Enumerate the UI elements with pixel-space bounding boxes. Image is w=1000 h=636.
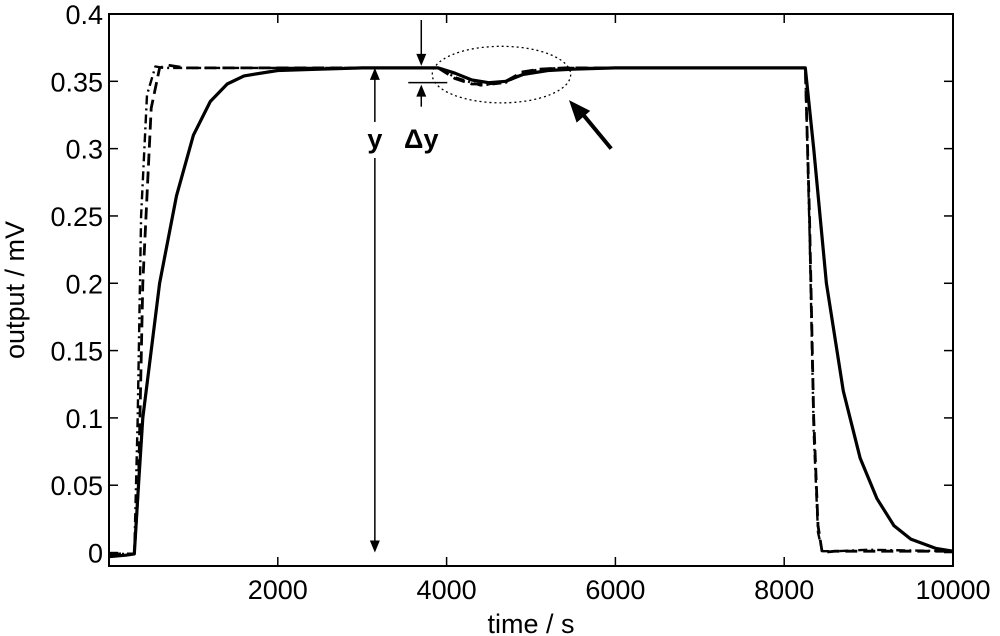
x-axis-label: time / s (487, 609, 574, 636)
x-tick-label: 4000 (417, 575, 477, 605)
y-tick-label: 0 (88, 539, 103, 569)
series-line-dash-dot (109, 65, 954, 556)
y-arrow-head-top (369, 67, 380, 80)
axes-box (108, 13, 954, 567)
y-tick-label: 0.25 (50, 202, 103, 232)
y-tick-label: 0.35 (50, 67, 103, 97)
y-tick-label: 0.3 (65, 135, 103, 165)
series-line-solid (108, 66, 954, 559)
highlight-ellipse (431, 45, 572, 104)
delta-y-arrow-bottom-head (416, 84, 427, 97)
x-tick-label: 10000 (915, 575, 990, 605)
y-annotation-label: y (367, 124, 382, 154)
y-tick-label: 0.2 (65, 269, 103, 299)
plot-area: 2000 4000 6000 8000 10000 0 0.05 0.1 0.15 0.2 0.25… (50, 0, 990, 605)
y-tick-label: 0.05 (50, 471, 103, 501)
x-tick-label: 6000 (585, 575, 645, 605)
pointer-arrow-head (568, 100, 591, 123)
series-line-dashed (109, 63, 953, 556)
y-axis-label: output / mV (0, 221, 30, 359)
x-tick-label: 8000 (754, 575, 814, 605)
x-tick-label: 2000 (248, 575, 308, 605)
delta-y-arrow-top-head (416, 53, 427, 66)
y-tick-label: 0.15 (50, 337, 103, 367)
y-arrow-head-bottom (369, 540, 380, 553)
y-tick-label: 0.1 (65, 404, 103, 434)
delta-y-annotation-label: Δy (404, 124, 438, 154)
y-tick-label: 0.4 (65, 0, 103, 30)
